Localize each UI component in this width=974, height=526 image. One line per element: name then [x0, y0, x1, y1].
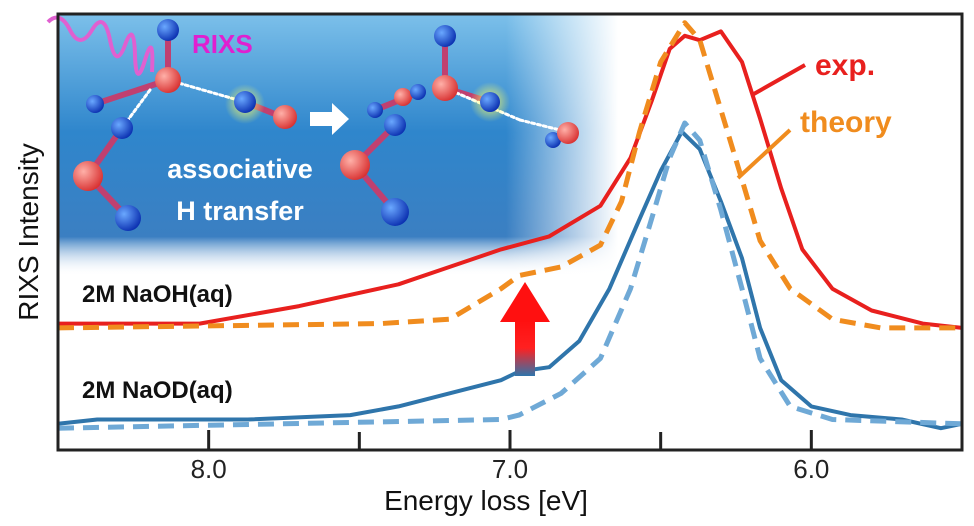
y-axis-label: RIXS Intensity: [13, 143, 44, 320]
arrow-right-icon: [310, 103, 349, 135]
molecules-left: [73, 19, 297, 231]
x-tick-label: 7.0: [492, 454, 528, 484]
x-tick-label: 6.0: [793, 454, 829, 484]
exp-leader-line: [751, 63, 806, 97]
x-axis-label: Energy loss [eV]: [384, 485, 588, 516]
inset-caption-line1: associative: [167, 154, 313, 184]
series-line-naoh-theory: [57, 20, 962, 331]
series-line-naod-theory: [57, 120, 963, 431]
x-tick-label: 8.0: [191, 454, 227, 484]
inset-illustration: RIXS associative H transfer: [46, 14, 618, 276]
x-ticks: 8.0 7.0 6.0: [191, 430, 829, 484]
molecules-right: [340, 25, 579, 226]
inset-title: RIXS: [192, 29, 253, 59]
exp-label: exp.: [815, 49, 875, 82]
shift-arrow-icon: [500, 282, 550, 376]
theory-leader-line: [736, 128, 792, 180]
series-line-naod-exp: [57, 129, 963, 431]
sample-label-naoh: 2M NaOH(aq): [82, 281, 233, 308]
series-line-naoh-exp: [58, 29, 963, 330]
inset-caption-line2: H transfer: [176, 196, 304, 226]
inset-fade: [58, 14, 618, 276]
xray-wave-icon: [46, 15, 155, 76]
sample-label-naod: 2M NaOD(aq): [82, 377, 233, 404]
series-layer: [57, 20, 963, 431]
theory-label: theory: [800, 106, 892, 139]
